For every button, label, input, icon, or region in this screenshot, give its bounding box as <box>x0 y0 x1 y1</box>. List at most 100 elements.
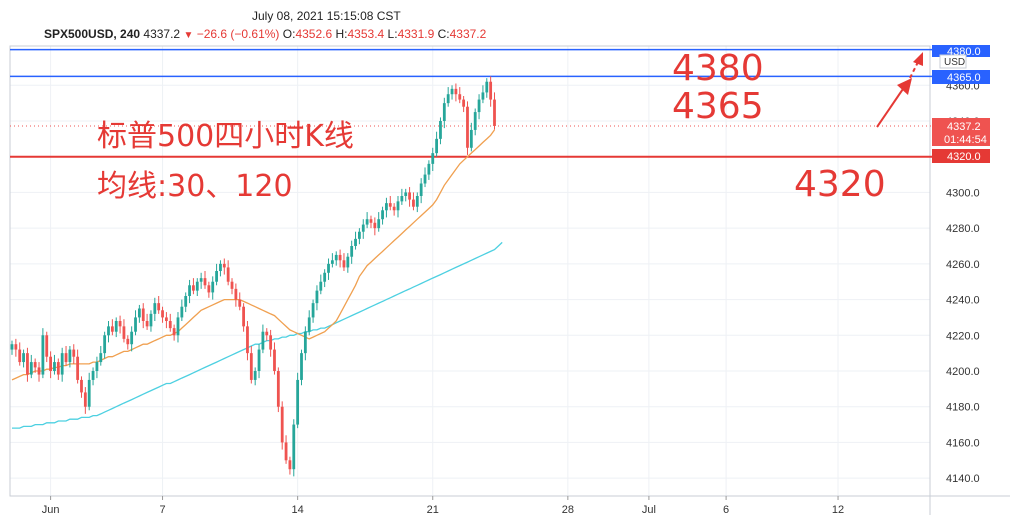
x-tick-label: 28 <box>562 504 574 516</box>
candle-body <box>269 335 273 350</box>
candle-body <box>338 254 342 261</box>
candle-body <box>110 326 114 332</box>
candle-body <box>195 281 199 291</box>
candle-body <box>207 285 211 293</box>
candle-body <box>265 331 269 336</box>
candle-body <box>199 278 203 282</box>
candle-body <box>76 356 80 380</box>
candle-body <box>56 362 60 375</box>
candle-body <box>153 303 157 314</box>
candle-body <box>307 317 311 332</box>
tag-4320-bg <box>932 149 990 163</box>
annotation-title: 标普500四小时K线 <box>97 119 354 154</box>
candle-body <box>315 290 319 304</box>
candle-body <box>22 353 25 363</box>
down-triangle-icon: ▼ <box>183 30 194 41</box>
price-axis[interactable]: 4140.0 4160.0 4180.0 4200.0 4220.0 4240.0 4260… <box>946 45 980 486</box>
candle-body <box>381 210 384 220</box>
y-tick-label: 4160.0 <box>946 437 980 449</box>
candle-body <box>450 88 454 95</box>
candle-body <box>33 362 37 368</box>
candle-body <box>396 201 400 211</box>
candle-body <box>439 121 442 139</box>
candle-body <box>415 196 419 207</box>
candle-body <box>49 356 52 371</box>
candle-body <box>14 344 18 350</box>
candle-body <box>60 353 64 375</box>
candle-body <box>91 371 95 380</box>
candle-body <box>358 231 361 239</box>
candle-body <box>385 203 388 211</box>
candle-body <box>462 99 466 107</box>
open-label: O: <box>282 27 296 41</box>
candle-body <box>192 285 195 291</box>
candle-body <box>493 99 496 126</box>
candle-body <box>122 326 126 339</box>
time-axis[interactable]: Jun 7 14 21 28 Jul 6 12 <box>42 496 844 516</box>
candle-body <box>454 88 458 95</box>
candle-body <box>276 371 280 407</box>
tag-countdown: 01:44:54 <box>944 134 987 146</box>
y-tick-label: 4280.0 <box>946 223 980 235</box>
candle-body <box>29 362 33 375</box>
candle-body <box>489 81 493 100</box>
ma30-layer <box>11 129 496 381</box>
candle-body <box>446 94 450 104</box>
candle-body <box>284 442 288 461</box>
x-tick-label: 6 <box>723 504 729 516</box>
ma120-line <box>12 241 503 429</box>
candle-body <box>145 321 149 327</box>
high-label: H: <box>335 27 348 41</box>
candle-body <box>346 256 350 268</box>
currency-badge[interactable] <box>939 54 967 69</box>
candle-body <box>219 263 222 271</box>
candle-body <box>10 344 14 350</box>
candle-body <box>354 238 357 246</box>
candle-body <box>388 203 392 207</box>
candle-body <box>303 331 307 354</box>
ohlc-legend: SPX500USD, 240 4337.2 ▼ −26.6 (−0.61%) O… <box>44 27 486 41</box>
candle-body <box>180 306 184 318</box>
candle-body <box>118 321 122 327</box>
candle-body <box>300 353 303 380</box>
candle-body <box>435 138 438 154</box>
candle-body <box>408 192 411 200</box>
candle-body <box>292 424 296 470</box>
candle-body <box>485 81 489 93</box>
ma30-line <box>11 129 496 381</box>
candle-body <box>95 362 99 371</box>
candle-body <box>431 153 435 164</box>
candle-body <box>412 199 415 207</box>
ma120-layer <box>12 241 503 429</box>
candle-body <box>99 353 103 363</box>
candle-body <box>68 349 72 363</box>
annotation-4365: 4365 <box>672 86 764 127</box>
candles <box>10 76 496 477</box>
y-tick-label: 4220.0 <box>946 330 980 342</box>
candle-body <box>215 271 218 282</box>
candle-body <box>246 326 249 354</box>
candle-body <box>188 285 191 296</box>
candle-body <box>342 260 346 268</box>
candle-body <box>203 278 207 286</box>
candle-body <box>141 308 145 321</box>
x-tick-label: 7 <box>159 504 165 516</box>
symbol-label[interactable]: SPX500USD, 240 <box>44 27 141 41</box>
candle-body <box>392 206 396 211</box>
candle-body <box>103 335 107 354</box>
candle-body <box>184 296 188 307</box>
candle-body <box>327 263 330 273</box>
candle-body <box>404 192 408 196</box>
close-label: C: <box>437 27 450 41</box>
tag-last-bg <box>932 118 990 146</box>
x-tick-label: Jul <box>642 504 656 516</box>
candle-body <box>87 379 91 407</box>
trend-arrow <box>876 52 923 128</box>
candle-body <box>134 317 137 332</box>
candle-body <box>280 406 284 443</box>
candle-body <box>238 299 242 307</box>
candle-body <box>311 303 315 318</box>
candle-body <box>80 379 83 393</box>
candle-body <box>369 219 373 223</box>
